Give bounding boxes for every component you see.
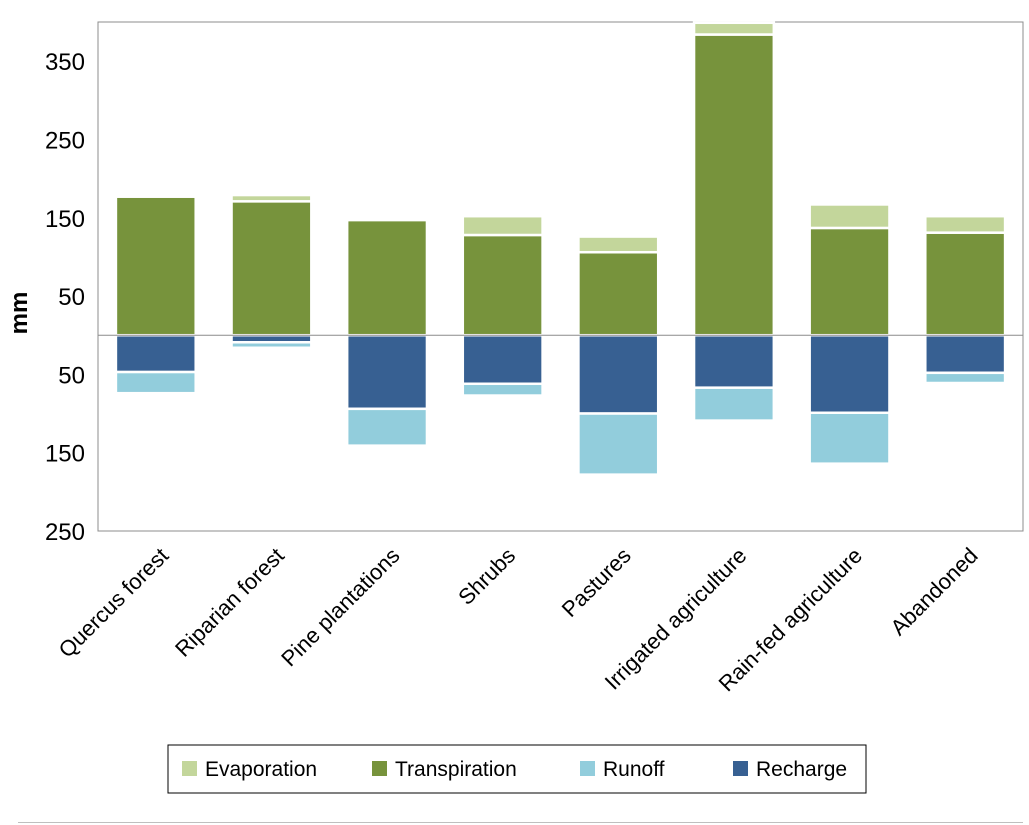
bar-evaporation: [924, 214, 1007, 234]
y-tick-label: 50: [58, 284, 85, 311]
legend-swatch: [733, 761, 748, 776]
x-tick-label: Pine plantations: [276, 543, 404, 671]
legend-label: Runoff: [603, 758, 665, 781]
y-tick-label: 350: [45, 49, 85, 76]
bar-transpiration: [692, 33, 776, 337]
legend-item-evaporation: Evaporation: [182, 758, 317, 781]
bar-evaporation: [577, 235, 660, 254]
bar-recharge: [345, 333, 429, 411]
y-axis-ticks: 350 250 150 50 50 150 250: [45, 49, 85, 546]
legend-box: [167, 744, 867, 794]
bar-runoff: [808, 411, 891, 465]
bar-transpiration: [924, 231, 1007, 337]
bar-transpiration: [577, 250, 660, 337]
bottom-rule: [18, 822, 1023, 823]
bar-recharge: [692, 333, 776, 389]
bar-runoff: [924, 371, 1007, 385]
y-axis-title: mm: [6, 292, 33, 335]
bar-transpiration: [808, 226, 891, 337]
bar-transpiration: [114, 195, 197, 337]
plot-area: [97, 21, 1024, 532]
bar-evaporation: [692, 21, 776, 36]
bar-recharge: [114, 333, 197, 374]
bar-runoff: [230, 341, 313, 350]
y-tick-label: 250: [45, 519, 85, 546]
bar-runoff: [577, 412, 660, 476]
bar-evaporation: [230, 193, 313, 203]
bar-runoff: [114, 370, 197, 395]
legend-label: Recharge: [756, 758, 847, 781]
y-tick-label: 250: [45, 127, 85, 154]
x-tick-label: Abandoned: [885, 543, 982, 640]
y-tick-label: 50: [58, 362, 85, 389]
x-tick-label: Riparian forest: [170, 543, 289, 662]
legend-swatch: [182, 761, 197, 776]
x-tick-label: Quercus forest: [54, 543, 174, 663]
legend-swatch: [580, 761, 595, 776]
bar-transpiration: [345, 218, 429, 337]
bar-evaporation: [461, 214, 544, 237]
bar-recharge: [808, 333, 891, 415]
y-tick-label: 150: [45, 206, 85, 233]
bar-evaporation: [114, 193, 197, 198]
bar-transpiration: [230, 200, 313, 337]
bar-transpiration: [461, 233, 544, 337]
bar-runoff: [692, 386, 776, 422]
x-tick-label: Shrubs: [453, 543, 520, 610]
legend-swatch: [372, 761, 387, 776]
x-tick-label: Pastures: [557, 543, 636, 622]
bar-runoff: [345, 407, 429, 447]
y-tick-label: 150: [45, 441, 85, 468]
bar-recharge: [924, 333, 1007, 375]
bar-runoff: [461, 382, 544, 397]
legend-item-runoff: Runoff: [580, 758, 665, 781]
bars-group: [114, 21, 1007, 476]
legend-label: Transpiration: [395, 758, 517, 781]
legend-item-recharge: Recharge: [733, 758, 847, 781]
legend-label: Evaporation: [205, 758, 317, 781]
bar-recharge: [577, 333, 660, 415]
legend: Evaporation Transpiration Runoff Recharge: [167, 744, 867, 794]
legend-item-transpiration: Transpiration: [372, 758, 517, 781]
bar-recharge: [461, 333, 544, 386]
legend-items: Evaporation Transpiration Runoff Recharge: [182, 758, 847, 781]
bar-evaporation: [808, 203, 891, 230]
